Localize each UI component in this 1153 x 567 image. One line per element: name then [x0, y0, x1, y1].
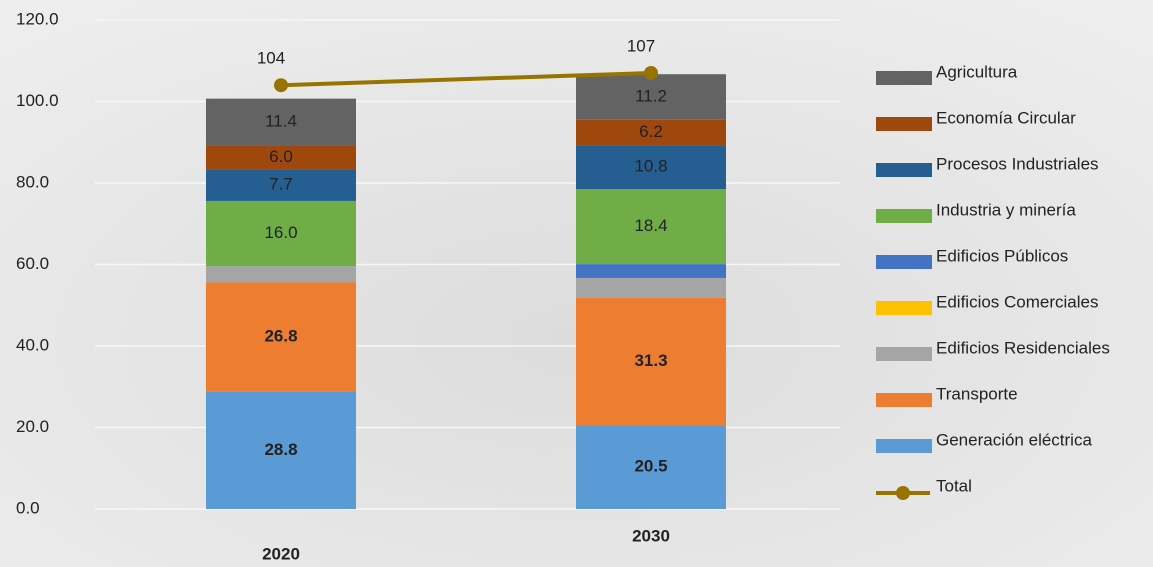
y-tick-label: 20.0 [16, 417, 49, 436]
legend-swatch [876, 347, 932, 361]
legend-label: Edificios Residenciales [936, 338, 1110, 357]
legend-swatch [876, 439, 932, 453]
legend-swatch [876, 393, 932, 407]
legend-label: Generación eléctrica [936, 430, 1092, 449]
legend-label: Industria y minería [936, 200, 1076, 219]
total-line [280, 70, 652, 88]
data-label: 7.7 [269, 175, 293, 194]
y-tick-label: 120.0 [16, 9, 59, 28]
bar-segment [576, 264, 726, 278]
bar-segment [576, 425, 726, 509]
y-tick-label: 80.0 [16, 172, 49, 191]
bar-segment [206, 266, 356, 283]
legend-label: Economía Circular [936, 108, 1076, 127]
data-label: 28.8 [264, 440, 297, 459]
bar-segment [576, 74, 726, 120]
bar-segment [206, 391, 356, 509]
bar-segment [576, 277, 726, 298]
legend-swatch [876, 255, 932, 269]
data-label: 31.3 [634, 351, 667, 370]
bar-segment [576, 119, 726, 146]
x-tick-label: 2020 [262, 544, 300, 563]
legend-swatch [876, 301, 932, 315]
legend-label: Total [936, 476, 972, 495]
data-label: 20.5 [634, 457, 667, 476]
data-label: 18.4 [634, 216, 667, 235]
total-point [274, 78, 288, 93]
y-tick-label: 60.0 [16, 254, 49, 273]
bar-segment [206, 98, 356, 146]
x-tick-label: 2030 [632, 526, 670, 545]
data-label: 11.2 [635, 87, 667, 106]
legend-label: Transporte [936, 384, 1018, 403]
bar-segment [206, 169, 356, 201]
legend-label: Edificios Comerciales [936, 292, 1099, 311]
y-tick-label: 100.0 [16, 91, 59, 110]
total-point [644, 65, 658, 80]
bar-segment [576, 189, 726, 265]
y-tick-label: 40.0 [16, 335, 49, 354]
data-label: 6.2 [639, 122, 663, 141]
data-label: 11.4 [265, 111, 297, 130]
legend-swatch [876, 117, 932, 131]
bar-segment [576, 297, 726, 426]
legend-swatch [876, 209, 932, 223]
legend-swatch [876, 163, 932, 177]
data-label: 26.8 [264, 327, 297, 346]
bar-segment [206, 282, 356, 392]
y-tick-label: 0.0 [16, 498, 40, 517]
legend-label: Edificios Públicos [936, 246, 1068, 265]
bar-segment [206, 200, 356, 267]
bar-segment [206, 145, 356, 170]
legend-label: Procesos Industriales [936, 154, 1099, 173]
data-label: 10.8 [634, 157, 667, 176]
data-label: 6.0 [269, 147, 293, 166]
data-label: 107 [627, 36, 655, 55]
legend-marker [896, 486, 910, 500]
bar-segment [576, 145, 726, 190]
data-label: 104 [257, 49, 285, 68]
data-label: 16.0 [264, 223, 297, 242]
legend-swatch [876, 71, 932, 85]
legend-label: Agricultura [936, 62, 1018, 81]
